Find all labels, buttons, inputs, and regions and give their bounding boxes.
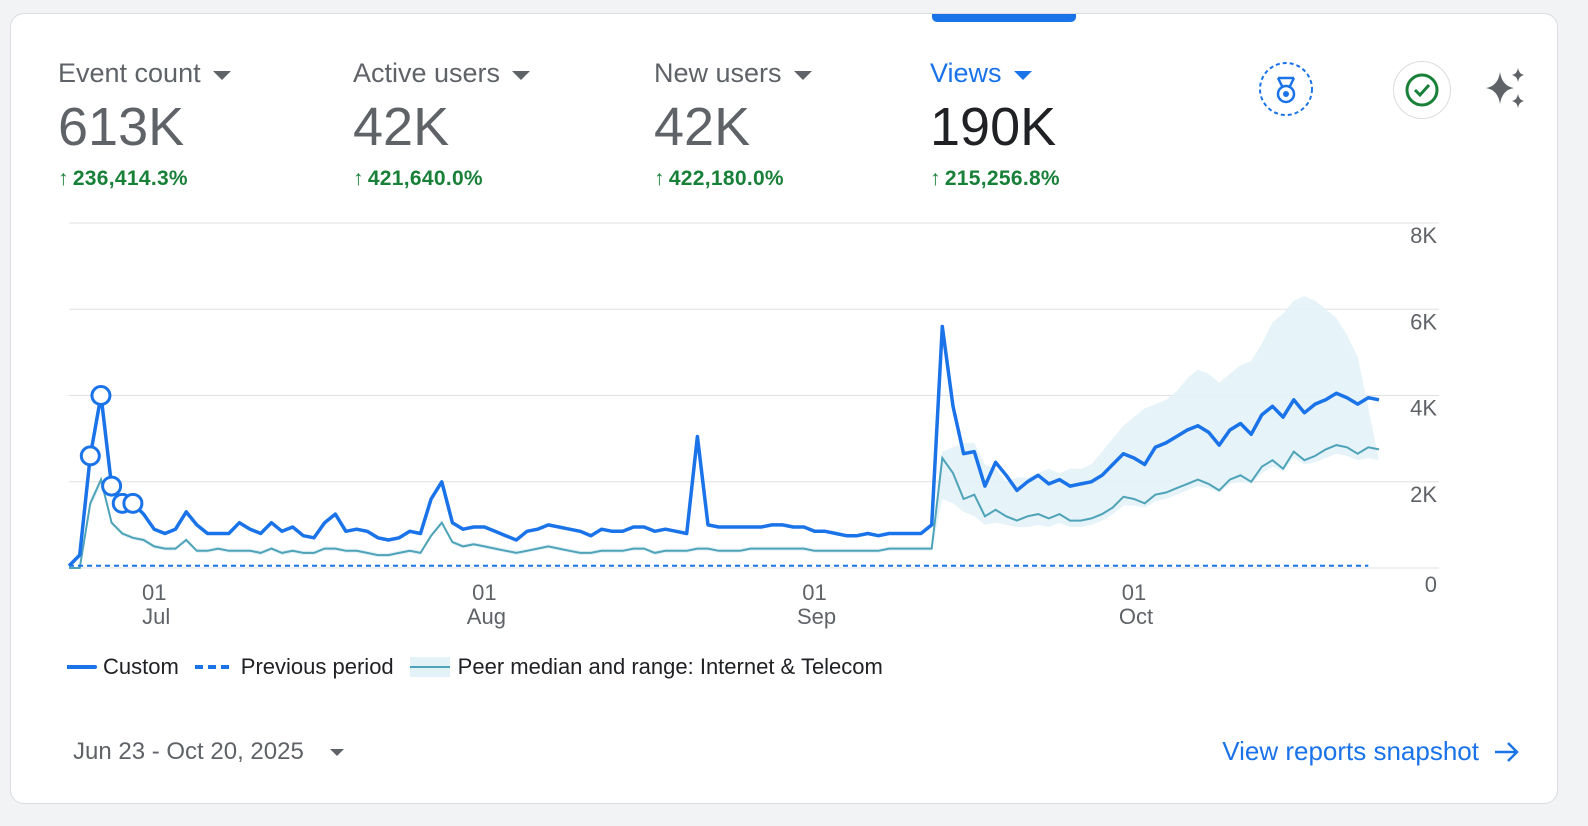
y-tick-label: 8K <box>1410 223 1437 248</box>
legend-item-previous[interactable]: Previous period <box>194 654 394 680</box>
x-tick-day: 01 <box>802 580 826 605</box>
metric-value: 190K <box>930 97 1057 157</box>
view-reports-snapshot-link[interactable]: View reports snapshot <box>1222 736 1521 767</box>
metric-change-value: 422,180.0% <box>668 167 784 190</box>
x-tick-day: 01 <box>142 580 166 605</box>
active-tab-indicator <box>932 14 1076 22</box>
band-swatch-icon <box>409 657 450 677</box>
solid-line-swatch-icon <box>67 665 97 669</box>
arrow-up-icon: ↑ <box>58 167 69 190</box>
caret-down-icon <box>212 70 231 80</box>
metric-change: ↑ 422,180.0% <box>654 167 812 191</box>
data-point-marker[interactable] <box>101 475 123 497</box>
metric-change-value: 215,256.8% <box>944 167 1060 190</box>
y-tick-label: 0 <box>1425 572 1437 597</box>
peer-median-line <box>69 444 1380 569</box>
peer-range-band <box>69 296 1379 568</box>
sparkle-icon[interactable] <box>1477 61 1533 117</box>
data-point-marker[interactable] <box>90 385 112 406</box>
metric-label: Views <box>930 58 1002 88</box>
metric-value: 42K <box>654 97 751 157</box>
arrow-up-icon: ↑ <box>654 167 665 190</box>
data-point-marker[interactable] <box>79 445 101 467</box>
metric-value: 42K <box>353 97 450 157</box>
date-range-label: Jun 23 - Oct 20, 2025 <box>73 738 304 765</box>
metric-tab-views[interactable]: Views 190K ↑ 215,256.8% <box>930 58 1060 191</box>
metric-change: ↑ 215,256.8% <box>930 167 1060 191</box>
metric-selector[interactable]: Active users <box>353 58 531 89</box>
y-tick-label: 4K <box>1410 396 1437 421</box>
metric-change: ↑ 421,640.0% <box>353 167 530 191</box>
legend-label: Custom <box>103 654 179 679</box>
data-point-marker[interactable] <box>122 492 144 514</box>
dashed-line-swatch-icon <box>194 665 233 669</box>
check-circle-icon[interactable] <box>1393 61 1451 119</box>
metric-label: Active users <box>353 58 501 88</box>
chart-legend: Custom Previous period Peer median and r… <box>67 654 883 680</box>
metric-label: Event count <box>58 58 201 88</box>
y-tick-label: 2K <box>1410 482 1437 507</box>
legend-label: Previous period <box>240 654 394 679</box>
metric-label: New users <box>654 58 782 88</box>
legend-item-custom[interactable]: Custom <box>67 654 179 680</box>
metric-tab-new-users[interactable]: New users 42K ↑ 422,180.0% <box>654 58 812 191</box>
y-tick-label: 6K <box>1410 309 1437 334</box>
x-tick-day: 01 <box>1122 580 1146 605</box>
metric-change: ↑ 236,414.3% <box>58 167 231 191</box>
metric-selector[interactable]: Views <box>930 58 1060 89</box>
caret-down-icon <box>329 748 344 756</box>
x-tick-day: 01 <box>472 580 496 605</box>
caret-down-icon <box>1013 70 1032 80</box>
caret-down-icon <box>512 70 531 80</box>
metric-value: 613K <box>58 97 185 157</box>
home-metrics-card: Event count 613K ↑ 236,414.3% Active use… <box>10 13 1558 804</box>
x-tick-month: Oct <box>1119 604 1153 629</box>
x-tick-month: Aug <box>467 604 506 629</box>
metric-tab-active-users[interactable]: Active users 42K ↑ 421,640.0% <box>353 58 531 191</box>
metric-selector[interactable]: New users <box>654 58 812 89</box>
x-tick-month: Sep <box>797 604 836 629</box>
arrow-up-icon: ↑ <box>353 167 364 190</box>
legend-item-peer[interactable]: Peer median and range: Internet & Teleco… <box>409 654 883 680</box>
snapshot-link-label: View reports snapshot <box>1222 736 1479 766</box>
arrow-up-icon: ↑ <box>930 167 941 190</box>
custom-series-line <box>67 324 1380 568</box>
metric-change-value: 236,414.3% <box>72 167 188 190</box>
date-range-selector[interactable]: Jun 23 - Oct 20, 2025 <box>73 738 344 766</box>
arrow-right-icon <box>1495 741 1519 762</box>
caret-down-icon <box>793 70 812 80</box>
x-tick-month: Jul <box>142 604 170 629</box>
medal-badge-icon[interactable] <box>1258 61 1314 117</box>
metric-change-value: 421,640.0% <box>367 167 483 190</box>
metric-tab-event-count[interactable]: Event count 613K ↑ 236,414.3% <box>58 58 231 191</box>
metric-selector[interactable]: Event count <box>58 58 231 89</box>
legend-label: Peer median and range: Internet & Teleco… <box>457 654 883 679</box>
